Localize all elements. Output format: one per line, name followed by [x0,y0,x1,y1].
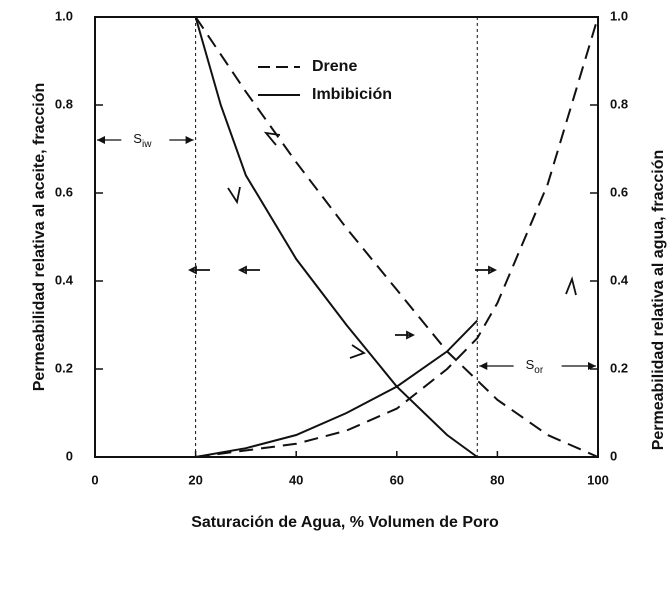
y2-tick-label: 0.6 [610,184,628,199]
legend-label: Imbibición [312,86,392,103]
direction-arrow [349,344,366,359]
y-tick-label: 0.2 [55,360,73,375]
direction-arrow [187,265,210,275]
x-tick-label: 0 [91,472,98,487]
direction-arrow [237,265,260,275]
y-tick-label: 0.8 [55,96,73,111]
direction-arrow [565,276,577,296]
y2-tick-label: 0.4 [610,272,629,287]
annotation-sub: or [534,365,544,376]
x-tick-label: 80 [490,472,504,487]
curve [194,16,599,458]
direction-arrow [263,131,281,146]
direction-arrow [475,265,498,275]
annotation-sub: iw [142,139,152,150]
curve [194,16,478,458]
direction-arrow [227,186,241,205]
x-tick-label: 40 [289,472,303,487]
y2-tick-label: 0.2 [610,360,628,375]
y-tick-label: 0.6 [55,184,73,199]
y2-axis-title: Permeabilidad relativa al agua, fracción [650,150,667,451]
annotation-text: S [526,357,535,372]
annotation-text: S [133,131,142,146]
x-tick-label: 60 [390,472,404,487]
y-tick-label: 1.0 [55,8,73,23]
x-tick-label: 100 [587,472,609,487]
curve [195,319,478,458]
y2-tick-label: 0 [610,448,617,463]
x-tick-label: 20 [188,472,202,487]
annotation-label: Siw [133,131,152,149]
y-tick-label: 0 [66,448,73,463]
curve [195,16,599,458]
y-tick-label: 0.4 [55,272,74,287]
plot-frame [94,16,599,458]
y-axis-title: Permeabilidad relativa al aceite, fracci… [31,83,48,392]
annotation-label: Sor [526,357,544,375]
x-axis-title: Saturación de Agua, % Volumen de Poro [191,514,499,531]
legend-label: Drene [312,58,357,75]
y2-tick-label: 1.0 [610,8,628,23]
direction-arrow [395,330,416,340]
y2-tick-label: 0.8 [610,96,628,111]
